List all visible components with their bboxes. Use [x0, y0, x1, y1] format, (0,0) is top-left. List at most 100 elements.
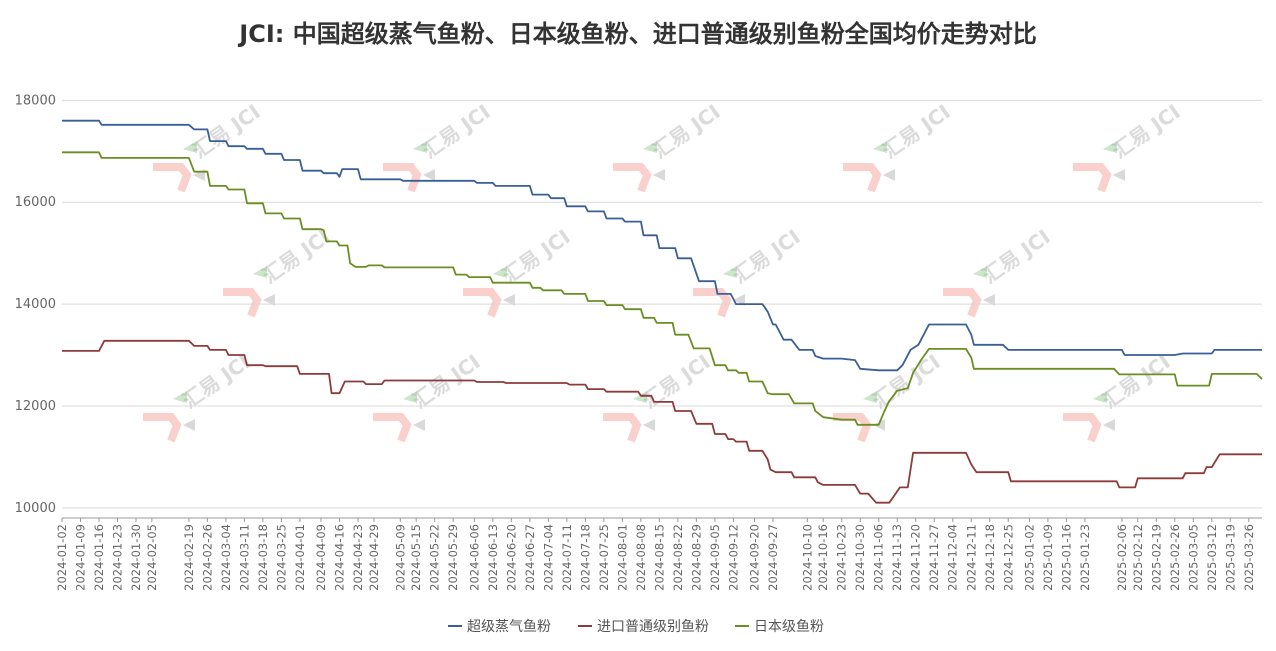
x-tick-label: 2024-03-25 [274, 524, 288, 591]
x-tick-label: 2025-03-05 [1186, 524, 1200, 591]
watermark-text: 汇易 JCI [978, 225, 1054, 289]
watermark-leaf-icon [863, 391, 877, 403]
y-tick-label: 18000 [15, 93, 56, 108]
x-tick-label: 2024-07-18 [578, 524, 592, 591]
x-tick-label: 2024-12-04 [946, 524, 960, 591]
x-tick-label: 2024-08-22 [671, 524, 685, 591]
x-tick-label: 2024-07-04 [541, 524, 555, 591]
x-tick-label: 2024-06-13 [486, 524, 500, 591]
x-tick-label: 2024-06-06 [467, 524, 481, 591]
x-tick-label: 2024-10-10 [800, 524, 814, 591]
watermark: 汇易 JCI [843, 100, 955, 193]
watermark-logo-icon [373, 413, 412, 443]
x-tick-label: 2024-09-05 [708, 524, 722, 591]
x-tick-label: 2024-06-27 [523, 524, 537, 591]
x-tick-label: 2025-03-26 [1242, 524, 1256, 591]
x-tick-label: 2025-01-16 [1059, 524, 1073, 591]
series-layer [62, 119, 1263, 504]
watermark-logo-icon [603, 413, 642, 443]
watermark: 汇易 JCI [383, 100, 495, 193]
x-tick-label: 2025-02-19 [1149, 524, 1163, 591]
x-tick-label: 2024-10-30 [853, 524, 867, 591]
x-tick-label: 2024-02-05 [145, 524, 159, 591]
watermark-text: 汇易 JCI [178, 350, 254, 414]
watermark: 汇易 JCI [603, 350, 715, 443]
x-tick-label: 2024-08-15 [652, 524, 666, 591]
x-tick-label: 2024-03-18 [256, 524, 270, 591]
x-tick-label: 2024-09-20 [748, 524, 762, 591]
x-tick-label: 2025-02-06 [1115, 524, 1129, 591]
x-tick-label: 2024-11-20 [909, 524, 923, 591]
x-tick-label: 2024-05-15 [409, 524, 423, 591]
watermark: 汇易 JCI [1063, 350, 1175, 443]
watermark-text: 汇易 JCI [1108, 100, 1184, 164]
y-axis: 10000 12000 14000 16000 18000 [15, 93, 56, 515]
x-tick-label: 2024-03-11 [237, 524, 251, 591]
x-tick-label: 2024-09-12 [726, 524, 740, 591]
x-tick-label: 2024-10-23 [835, 524, 849, 591]
watermark-leaf-icon [723, 266, 737, 278]
x-tick-label: 2024-09-27 [766, 524, 780, 591]
x-tick-label: 2025-02-26 [1168, 524, 1182, 591]
x-tick-label: 2024-08-08 [634, 524, 648, 591]
watermark-logo-icon [143, 413, 182, 443]
watermark-arrow-icon [183, 419, 195, 431]
x-tick-label: 2024-07-11 [560, 524, 574, 591]
x-tick-label: 2024-02-26 [200, 524, 214, 591]
legend-label-3: 日本级鱼粉 [754, 618, 824, 635]
watermark-leaf-icon [413, 141, 427, 153]
watermark-leaf-icon [873, 141, 887, 153]
watermark: 汇易 JCI [833, 350, 945, 443]
x-tick-label: 2024-02-19 [182, 524, 196, 591]
y-tick-label: 16000 [15, 195, 56, 210]
watermark-arrow-icon [653, 169, 665, 181]
x-tick-label: 2025-03-19 [1223, 524, 1237, 591]
x-tick-label: 2024-04-09 [314, 524, 328, 591]
y-tick-label: 14000 [15, 297, 56, 312]
watermark-leaf-icon [1093, 391, 1107, 403]
watermark-logo-icon [693, 288, 732, 318]
series-line-1 [62, 119, 1262, 372]
chart-title: JCI: 中国超级蒸气鱼粉、日本级鱼粉、进口普通级别鱼粉全国均价走势对比 [239, 20, 1037, 48]
x-tick-label: 2024-12-11 [964, 524, 978, 591]
watermark: 汇易 JCI [943, 225, 1055, 318]
watermark-logo-icon [1063, 413, 1102, 443]
watermark: 汇易 JCI [223, 225, 335, 318]
x-tick-label: 2025-03-12 [1205, 524, 1219, 591]
x-tick-label: 2024-12-25 [1001, 524, 1015, 591]
watermark-logo-icon [943, 288, 982, 318]
watermark-text: 汇易 JCI [878, 100, 954, 164]
watermark-logo-icon [1073, 163, 1112, 193]
watermark-arrow-icon [503, 294, 515, 306]
x-tick-label: 2024-01-23 [111, 524, 125, 591]
watermark: 汇易 JCI [1073, 100, 1185, 193]
watermark-logo-icon [383, 163, 422, 193]
watermark: 汇易 JCI [143, 350, 255, 443]
watermark-leaf-icon [493, 266, 507, 278]
x-tick-label: 2024-07-25 [597, 524, 611, 591]
x-tick-label: 2024-08-01 [615, 524, 629, 591]
x-tick-label: 2024-11-06 [872, 524, 886, 591]
x-tick-label: 2024-04-29 [367, 524, 381, 591]
watermark-logo-icon [833, 413, 872, 443]
watermark-arrow-icon [883, 169, 895, 181]
x-tick-label: 2024-11-13 [890, 524, 904, 591]
watermark-leaf-icon [183, 141, 197, 153]
legend: 超级蒸气鱼粉 进口普通级别鱼粉 日本级鱼粉 [448, 618, 824, 635]
watermark-logo-icon [223, 288, 262, 318]
watermark-leaf-icon [973, 266, 987, 278]
x-tick-label: 2025-02-12 [1131, 524, 1145, 591]
x-tick-label: 2024-01-09 [74, 524, 88, 591]
watermark-arrow-icon [643, 419, 655, 431]
x-tick-label: 2025-01-23 [1078, 524, 1092, 591]
watermark-leaf-icon [1103, 141, 1117, 153]
watermark-leaf-icon [173, 391, 187, 403]
y-tick-label: 10000 [15, 501, 56, 516]
watermark-leaf-icon [643, 141, 657, 153]
x-tick-label: 2024-10-16 [816, 524, 830, 591]
watermark-text: 汇易 JCI [638, 350, 714, 414]
x-tick-label: 2024-11-27 [927, 524, 941, 591]
grid-layer [62, 99, 1262, 509]
